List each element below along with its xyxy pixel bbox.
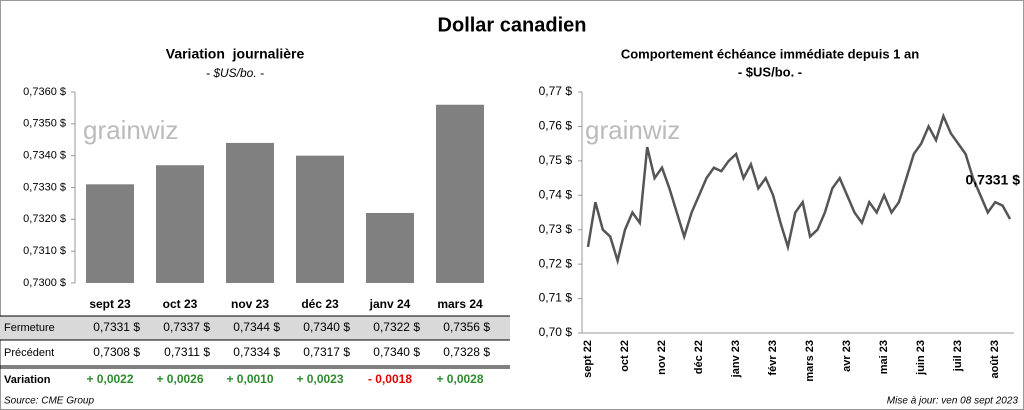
x-tick-label: sept 23 — [89, 297, 131, 311]
source: Source: CME Group — [4, 396, 94, 407]
y-tick-label: 0,73 $ — [539, 222, 573, 236]
table-cell: 0,7334 $ — [233, 345, 280, 359]
table-cell: + 0,0010 — [226, 372, 273, 386]
table-cell: 0,7317 $ — [303, 345, 350, 359]
y-tick-label: 0,77 $ — [539, 84, 573, 98]
x-tick-label: juin 23 — [915, 340, 927, 376]
y-tick-label: 0,72 $ — [539, 256, 573, 270]
page-title: Dollar canadien — [438, 14, 587, 36]
table-cell: 0,7337 $ — [163, 320, 210, 334]
y-tick-label: 0,7300 $ — [23, 277, 66, 289]
bar — [86, 184, 134, 283]
row-label: Variation — [4, 374, 51, 386]
x-tick-label: janv 23 — [730, 340, 742, 378]
table-cell: - 0,0018 — [368, 372, 412, 386]
y-tick-label: 0,76 $ — [539, 119, 573, 133]
updated: Mise à jour: ven 08 sept 2023 — [887, 396, 1019, 407]
table-cell: 0,7331 $ — [93, 320, 140, 334]
x-tick-label: janv 24 — [369, 297, 411, 311]
x-tick-label: déc 22 — [693, 340, 705, 374]
x-tick-label: juil 23 — [952, 340, 964, 372]
table-cell: 0,7322 $ — [373, 320, 420, 334]
table-cell: 0,7340 $ — [373, 345, 420, 359]
y-tick-label: 0,74 $ — [539, 187, 573, 201]
x-tick-label: oct 22 — [619, 340, 631, 372]
y-tick-label: 0,7330 $ — [23, 181, 66, 193]
table-cell: 0,7340 $ — [303, 320, 350, 334]
bar — [296, 155, 344, 283]
row-label: Précédent — [4, 347, 54, 359]
x-tick-label: mars 23 — [804, 340, 816, 382]
line — [586, 112, 1012, 266]
bar — [436, 104, 484, 283]
y-tick-label: 0,75 $ — [539, 153, 573, 167]
table-band — [0, 316, 510, 340]
y-tick-label: 0,70 $ — [539, 325, 573, 339]
x-tick-label: nov 23 — [231, 297, 269, 311]
table-cell: 0,7356 $ — [443, 320, 490, 334]
y-tick-label: 0,7320 $ — [23, 213, 66, 225]
logo: grainwiz — [83, 115, 178, 145]
table-cell: 0,7308 $ — [93, 345, 140, 359]
chart-title: Comportement échéance immédiate depuis 1… — [621, 46, 919, 61]
y-tick-label: 0,71 $ — [539, 291, 573, 305]
table-cell: + 0,0022 — [86, 372, 133, 386]
x-tick-label: mai 23 — [878, 340, 890, 374]
row-label: Fermeture — [4, 322, 55, 334]
x-tick-label: oct 23 — [163, 297, 198, 311]
bar — [156, 165, 204, 283]
table-cell: + 0,0023 — [296, 372, 343, 386]
logo: grainwiz — [585, 115, 680, 145]
bar — [226, 142, 274, 283]
x-tick-label: août 23 — [989, 340, 1001, 379]
x-tick-label: déc 23 — [301, 297, 339, 311]
bar — [366, 212, 414, 283]
chart-subtitle: - $US/bo. - — [738, 64, 802, 79]
table-cell: + 0,0026 — [156, 372, 203, 386]
y-tick-label: 0,7310 $ — [23, 245, 66, 257]
x-tick-label: mars 24 — [437, 297, 483, 311]
value-annotation: 0,7331 $ — [966, 172, 1021, 188]
table-cell: 0,7311 $ — [164, 345, 210, 359]
y-tick-label: 0,7340 $ — [23, 150, 66, 162]
table-cell: + 0,0028 — [436, 372, 483, 386]
y-tick-label: 0,7360 $ — [23, 86, 66, 98]
chart-title: Variation journalière — [166, 46, 305, 62]
chart-subtitle: - $US/bo. - — [206, 66, 264, 80]
y-tick-label: 0,7350 $ — [23, 118, 66, 130]
x-tick-label: nov 22 — [656, 340, 668, 375]
x-tick-label: sept 22 — [582, 340, 594, 378]
x-tick-label: févr 23 — [767, 340, 779, 375]
x-tick-label: avr 23 — [841, 340, 853, 372]
table-cell: 0,7344 $ — [233, 320, 280, 334]
table-cell: 0,7328 $ — [443, 345, 490, 359]
